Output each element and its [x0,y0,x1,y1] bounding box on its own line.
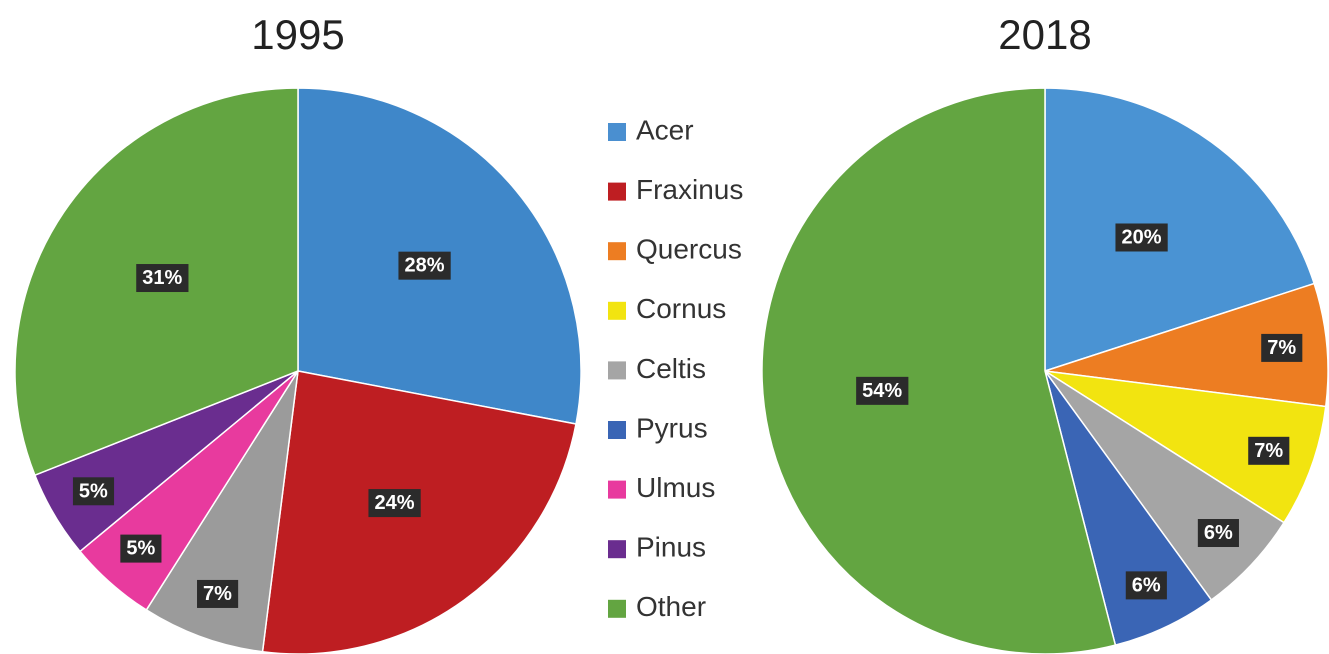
legend-label: Fraxinus [636,174,743,205]
legend-swatch [608,123,626,141]
data-label-text: 28% [404,255,444,277]
data-label: 54% [856,376,909,405]
pie-slice [145,370,299,653]
pie-slice [1044,370,1327,524]
legend-label: Pyrus [636,412,708,443]
data-label-box [398,251,451,280]
legend-label: Acer [636,114,694,145]
data-label-text: 24% [374,492,414,514]
legend-label: Pinus [636,532,706,563]
legend-swatch [608,421,626,439]
legend-swatch [608,480,626,499]
data-label: 31% [136,264,189,293]
data-label-text: 7% [203,583,232,605]
data-label-box [856,376,909,405]
pie-slice [1044,282,1329,408]
data-label: 5% [72,477,115,506]
legend-label: Other [636,591,706,622]
legend-swatch [608,242,626,261]
data-label: 5% [120,534,162,563]
data-label-text: 7% [1267,337,1296,359]
pie-slice [761,87,1117,654]
data-label-box [1261,333,1303,362]
chart-title: 1995 [251,11,344,58]
data-label-box [72,477,115,506]
legend-swatch [608,540,626,559]
data-label: 24% [368,489,421,518]
legend-label: Celtis [636,353,706,384]
data-label-text: 6% [1204,522,1233,544]
legend-swatch [608,301,626,320]
data-label-box [368,489,421,518]
data-label-box [1197,519,1239,548]
legend-swatch [608,599,626,618]
data-label-text: 20% [1121,226,1161,248]
data-label: 7% [1261,333,1303,362]
data-label-text: 5% [126,538,155,560]
data-label-text: 5% [79,480,108,502]
data-label: 20% [1115,223,1168,252]
data-label-text: 6% [1132,574,1161,596]
data-label-box [1248,436,1290,465]
legend-swatch [608,361,626,380]
data-label: 28% [398,251,451,280]
data-label: 7% [1248,436,1290,465]
data-label-box [197,579,239,608]
legend-label: Ulmus [636,472,715,503]
legend-label: Cornus [636,293,726,324]
chart-title: 2018 [998,11,1091,58]
legend-label: Quercus [636,234,742,265]
data-label-text: 31% [142,267,182,289]
pie-slice [1044,87,1316,373]
data-label: 7% [197,579,239,608]
data-label-box [120,534,162,563]
legend-swatch [608,182,626,201]
data-label: 6% [1197,519,1239,548]
data-label: 6% [1125,571,1167,600]
data-label-box [136,264,189,293]
data-label-text: 7% [1254,440,1283,462]
data-label-box [1115,223,1168,252]
data-label-box [1125,571,1167,600]
data-label-text: 54% [862,380,902,402]
